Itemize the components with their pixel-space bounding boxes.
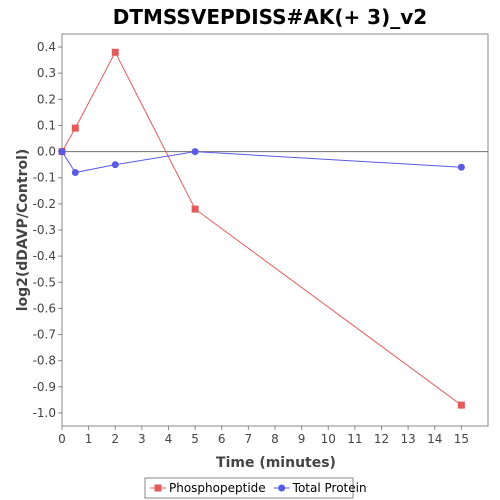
x-tick-label: 9 [298, 432, 306, 446]
x-tick-label: 8 [271, 432, 279, 446]
y-tick-label: -0.7 [33, 328, 56, 342]
y-tick-label: -0.5 [33, 275, 56, 289]
chart-title: DTMSSVEPDISS#AK(+ 3)_v2 [113, 5, 427, 29]
x-tick-label: 4 [165, 432, 173, 446]
total-protein-point [191, 148, 199, 156]
x-axis: 0 1 2 3 4 5 6 7 8 9 10 11 12 13 14 15 [58, 426, 469, 446]
x-tick-label: 6 [218, 432, 226, 446]
legend-total-protein-label: Total Protein [292, 481, 367, 495]
x-tick-label: 5 [191, 432, 199, 446]
y-tick-label: 0.0 [37, 145, 56, 159]
legend-total-protein-marker [278, 484, 286, 492]
y-tick-label: 0.3 [37, 66, 56, 80]
y-tick-label: -0.8 [33, 354, 56, 368]
y-tick-label: 0.4 [37, 40, 56, 54]
x-tick-label: 10 [321, 432, 336, 446]
x-tick-label: 3 [138, 432, 146, 446]
total-protein-point [71, 169, 79, 177]
y-tick-label: 0.1 [37, 118, 56, 132]
legend-phosphopeptide-marker [154, 484, 162, 492]
legend-box [144, 477, 354, 499]
y-axis: 0.4 0.3 0.2 0.1 0.0 -0.1 -0.2 -0.3 -0.4 -0.5 -0.6 -… [33, 40, 62, 420]
y-tick-label: -0.2 [33, 197, 56, 211]
y-tick-label: -0.6 [33, 301, 56, 315]
x-tick-label: 0 [58, 432, 66, 446]
y-tick-label: -1.0 [33, 406, 56, 420]
x-tick-label: 13 [400, 432, 415, 446]
total-protein-point [111, 161, 119, 169]
y-tick-label: -0.1 [33, 171, 56, 185]
phosphopeptide-point [457, 401, 465, 409]
y-tick-label: -0.3 [33, 223, 56, 237]
x-tick-label: 11 [347, 432, 362, 446]
total-protein-point [457, 163, 465, 171]
y-tick-label: -0.4 [33, 249, 56, 263]
legend-phosphopeptide-label: Phosphopeptide [169, 481, 266, 495]
x-tick-label: 2 [111, 432, 119, 446]
y-tick-label: 0.2 [37, 92, 56, 106]
total-protein-point [58, 148, 66, 156]
x-tick-label: 7 [245, 432, 253, 446]
x-tick-label: 14 [427, 432, 442, 446]
x-tick-label: 1 [85, 432, 93, 446]
legend: Phosphopeptide Total Protein [144, 477, 367, 499]
y-axis-title: log2(dDAVP/Control) [15, 149, 31, 312]
phosphopeptide-point [191, 205, 199, 213]
plot-area [61, 33, 489, 427]
y-tick-label: -0.9 [33, 380, 56, 394]
x-tick-label: 12 [374, 432, 389, 446]
series-layer [58, 48, 465, 409]
x-tick-label: 15 [454, 432, 469, 446]
x-axis-title: Time (minutes) [216, 455, 336, 471]
phosphopeptide-point [111, 48, 119, 56]
phosphopeptide-point [71, 124, 79, 132]
